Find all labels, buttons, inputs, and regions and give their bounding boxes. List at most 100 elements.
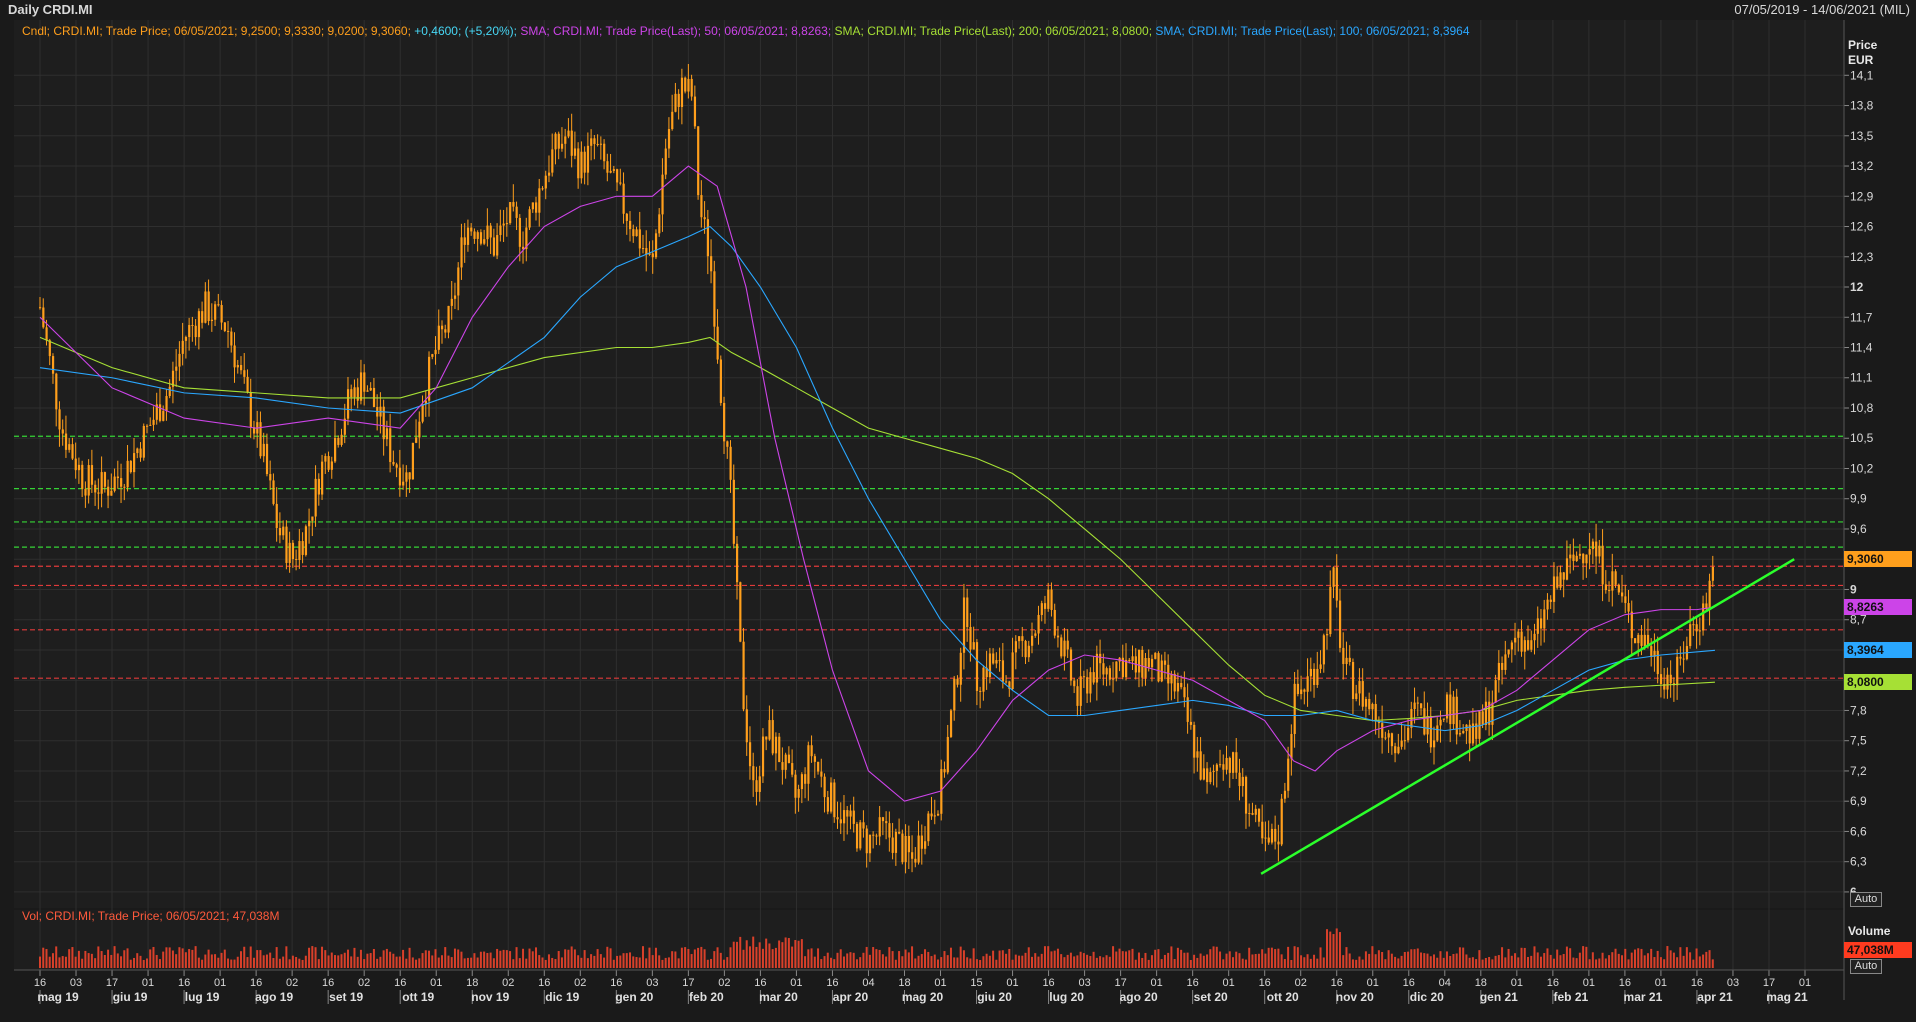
candle-body: [1439, 719, 1442, 726]
candle-body: [979, 690, 982, 692]
candle-body: [418, 421, 421, 438]
candle-body: [1569, 554, 1572, 559]
date-tick-label: 01: [1151, 977, 1163, 989]
candle-body: [214, 304, 217, 320]
candle-body: [152, 419, 155, 425]
volume-bar: [489, 952, 492, 968]
candle-body: [1582, 553, 1585, 564]
volume-bar: [1484, 957, 1487, 968]
candle-body: [1676, 656, 1679, 686]
volume-bar: [852, 952, 855, 968]
candle-body: [1403, 740, 1407, 742]
volume-bar: [590, 954, 593, 968]
volume-bar: [898, 951, 901, 968]
date-tick-label: 01: [1367, 977, 1379, 989]
candle-body: [149, 424, 152, 426]
volume-bar: [201, 959, 204, 968]
volume-bar: [1050, 951, 1053, 968]
candle-body: [1679, 656, 1682, 659]
candle-body: [748, 742, 752, 767]
volume-bar: [1507, 948, 1510, 968]
candle-body: [1300, 689, 1303, 695]
volume-bar: [42, 947, 45, 968]
date-tick-label: 15: [970, 977, 982, 989]
volume-bar: [1332, 934, 1335, 968]
volume-bar: [1595, 959, 1598, 968]
candle-body: [382, 406, 385, 440]
candle-body: [272, 480, 275, 504]
volume-bar: [1692, 959, 1695, 968]
volume-bar: [966, 957, 969, 968]
volume-bar: [1705, 951, 1708, 968]
price-auto-button[interactable]: Auto: [1850, 892, 1882, 907]
candle-body: [1575, 555, 1578, 562]
volume-bar: [1095, 957, 1098, 968]
candle-body: [638, 229, 641, 249]
volume-bar: [1053, 950, 1056, 968]
candle-body: [392, 461, 395, 465]
candle-body: [982, 667, 985, 692]
volume-bar: [924, 949, 927, 968]
candle-body: [758, 776, 761, 792]
date-tick-label: 01: [214, 977, 226, 989]
legend-change: +0,4600; (+5,20%);: [414, 24, 518, 38]
volume-bar: [580, 957, 583, 968]
candle-body: [538, 188, 541, 213]
month-label: ago 20: [1120, 990, 1158, 1004]
volume-bar: [285, 946, 288, 968]
volume-bar: [1442, 957, 1445, 968]
volume-bar: [791, 946, 794, 968]
volume-bar: [1011, 959, 1014, 968]
candle-body: [1037, 614, 1040, 634]
candle-body: [120, 478, 123, 487]
candle-body: [1442, 718, 1445, 720]
volume-bar: [120, 956, 123, 968]
volume-bar: [233, 959, 236, 968]
volume-bar: [385, 948, 388, 968]
candle-body: [116, 476, 120, 479]
candle-body: [178, 353, 181, 367]
candle-body: [560, 143, 564, 149]
volume-bar: [372, 948, 375, 968]
candle-body: [317, 478, 320, 495]
volume-bar: [891, 951, 894, 968]
volume-bar: [677, 958, 680, 968]
volume-bar: [1562, 953, 1565, 968]
candle-body: [1283, 790, 1287, 799]
candle-body: [742, 641, 745, 710]
sma50-line: [39, 165, 1716, 802]
volume-bar: [1514, 953, 1517, 968]
volume-bar: [505, 950, 508, 968]
volume-bar: [625, 953, 628, 968]
candle-body: [969, 627, 972, 650]
candle-body: [784, 754, 787, 770]
candle-body: [1277, 841, 1280, 845]
volume-bar: [859, 957, 862, 968]
candle-body: [1552, 576, 1556, 602]
volume-bar: [619, 955, 622, 968]
candle-body: [1364, 698, 1368, 707]
volume-bar: [713, 951, 716, 968]
volume-bar: [1089, 956, 1092, 968]
month-label: lug 19: [185, 990, 220, 1004]
volume-bar: [210, 954, 213, 968]
volume-auto-button[interactable]: Auto: [1850, 959, 1882, 974]
volume-bar: [765, 938, 768, 968]
candle-body: [1079, 676, 1082, 706]
volume-bar: [664, 957, 667, 968]
candle-body: [421, 404, 424, 422]
candle-body: [81, 464, 84, 489]
candle-body: [453, 295, 457, 299]
candle-body: [914, 858, 917, 863]
volume-bar: [1539, 956, 1542, 968]
volume-bar: [100, 951, 103, 968]
candle-body: [162, 410, 165, 421]
volume-bar: [820, 959, 823, 968]
volume-bar: [1530, 955, 1533, 968]
volume-bar: [184, 952, 187, 968]
volume-bar: [1225, 953, 1228, 968]
candle-body: [1235, 752, 1238, 773]
legend-candle: Cndl; CRDI.MI; Trade Price; 06/05/2021; …: [22, 24, 411, 38]
volume-bar: [1270, 947, 1273, 968]
